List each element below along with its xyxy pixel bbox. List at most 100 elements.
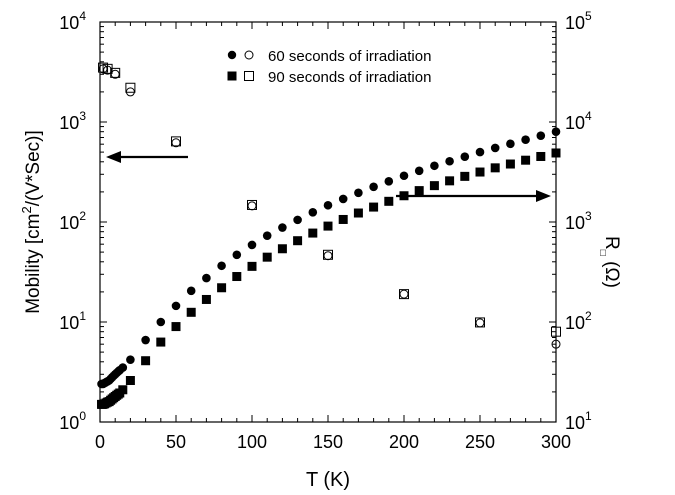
legend-label-60s: 60 seconds of irradiation — [268, 48, 431, 65]
y-right-tick-label: 104 — [565, 109, 592, 133]
y-left-tick-label: 101 — [59, 309, 86, 333]
open-circle-point — [551, 339, 561, 349]
right-arrowhead — [536, 190, 551, 202]
filled-circle-point — [217, 261, 226, 271]
filled-square-point — [247, 261, 257, 271]
open-square-point — [551, 326, 561, 337]
filled-circle-point — [186, 286, 196, 296]
filled-circle-point — [232, 250, 242, 260]
filled-circle-point — [354, 188, 363, 198]
open-square-point — [125, 82, 136, 93]
filled-square-point — [186, 307, 196, 317]
filled-square-point — [460, 171, 470, 181]
filled-square-point — [217, 283, 227, 293]
filled-circle-point — [338, 194, 348, 204]
x-tick-label: 50 — [166, 432, 186, 452]
legend: 60 seconds of irradiation 90 seconds of … — [227, 48, 431, 86]
filled-square-point — [293, 236, 303, 246]
y-right-tick-label-base: 10 — [565, 213, 585, 233]
legend-open-circle-marker — [244, 50, 254, 60]
filled-circle-point — [308, 208, 318, 217]
filled-circle-point — [430, 161, 439, 171]
filled-square-point — [536, 151, 546, 161]
y-left-tick-label-base: 10 — [59, 313, 79, 333]
legend-item-90s: 90 seconds of irradiation — [227, 69, 431, 86]
filled-circle-point — [536, 131, 546, 140]
y-right-tick-label: 105 — [565, 9, 592, 33]
filled-square-point — [384, 196, 394, 206]
open-square-point — [323, 249, 333, 260]
y-left-tick-label-exponent: 4 — [79, 9, 86, 23]
open-square-point — [110, 67, 121, 78]
filled-circle-point — [521, 135, 530, 145]
open-square-point — [475, 317, 485, 328]
open-square-point — [247, 199, 257, 210]
filled-circle-point — [262, 231, 272, 240]
filled-circle-point — [414, 166, 424, 176]
filled-square-point — [414, 186, 424, 196]
legend-item-60s: 60 seconds of irradiation — [227, 48, 431, 65]
filled-circle-point — [551, 127, 561, 136]
y-right-tick-label: 102 — [565, 309, 592, 333]
y-right-tick-label-exponent: 4 — [585, 109, 592, 123]
open-circle-point — [247, 201, 257, 211]
y-left-tick-label-exponent: 2 — [79, 209, 86, 223]
tick-labels: 0 50 100 150 200 250 3001001011021031041011021… — [59, 9, 592, 452]
filled-square-point — [429, 181, 439, 191]
y-right-tick-label: 101 — [565, 409, 592, 433]
filled-circle-point — [293, 215, 302, 225]
left-arrowhead — [106, 151, 121, 163]
filled-circle-point — [118, 363, 128, 372]
y-left-tick-label: 100 — [59, 409, 86, 433]
filled-square-point — [262, 252, 272, 262]
filled-square-point — [156, 337, 166, 347]
y-right-tick-label-exponent: 5 — [585, 9, 592, 23]
y-axis-left-label: Mobility [cm2/(V*Sec)] — [19, 130, 44, 314]
filled-circle-point — [141, 335, 150, 345]
filled-circle-point — [460, 152, 470, 161]
y-left-tick-label-base: 10 — [59, 413, 79, 433]
open-square-point — [399, 289, 409, 300]
open-circle-point — [399, 289, 409, 299]
filled-square-point — [490, 163, 500, 173]
y-left-tick-label-exponent: 1 — [79, 309, 86, 323]
filled-square-point — [475, 167, 485, 177]
y-left-tick-label-base: 10 — [59, 13, 79, 33]
y-left-tick-label-exponent: 3 — [79, 109, 86, 123]
legend-label-90s: 90 seconds of irradiation — [268, 69, 431, 86]
filled-square-point — [232, 272, 242, 282]
y-right-tick-label-base: 10 — [565, 13, 585, 33]
x-tick-label: 300 — [541, 432, 571, 452]
y-right-tick-label-exponent: 3 — [585, 209, 592, 223]
x-tick-label: 250 — [465, 432, 495, 452]
filled-square-point — [551, 148, 561, 158]
y-left-tick-label: 102 — [59, 209, 86, 233]
y-left-tick-label: 103 — [59, 109, 86, 133]
filled-circle-point — [323, 200, 333, 210]
filled-square-point — [125, 376, 135, 386]
filled-circle-point — [278, 223, 287, 232]
y-right-tick-label-exponent: 2 — [585, 309, 592, 323]
filled-circle-point — [247, 240, 257, 250]
filled-square-point — [201, 294, 211, 304]
y-left-tick-label-exponent: 0 — [79, 409, 86, 423]
y-right-tick-label-exponent: 1 — [585, 409, 592, 423]
filled-square-point — [445, 176, 455, 186]
y-left-tick-label-base: 10 — [59, 213, 79, 233]
filled-square-point — [277, 244, 287, 254]
y-axis-right-label: R□ (Ω) — [597, 236, 622, 288]
legend-open-square-marker — [244, 71, 254, 81]
filled-circle-point — [490, 143, 500, 153]
y-left-tick-label: 104 — [59, 9, 86, 33]
x-axis-label: T (K) — [306, 469, 350, 491]
filled-square-point — [505, 159, 515, 169]
filled-circle-point — [475, 147, 485, 157]
left-arrow-annotation — [106, 151, 188, 163]
filled-square-point — [171, 322, 181, 332]
filled-square-point — [323, 221, 333, 231]
filled-square-point — [353, 208, 363, 218]
y-left-tick-label-base: 10 — [59, 113, 79, 133]
open-circle-point — [323, 251, 333, 261]
open-circle-point — [475, 318, 485, 328]
